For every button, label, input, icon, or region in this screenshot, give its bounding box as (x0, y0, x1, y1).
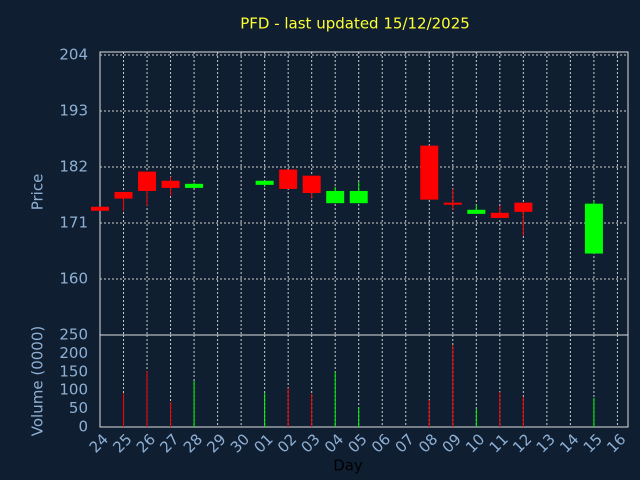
volume-axis-label: Volume (0000) (29, 326, 47, 436)
candle-body (420, 145, 439, 200)
volume-panel (99, 334, 629, 428)
candle-body (467, 209, 486, 214)
candle-body (349, 190, 368, 204)
candle-body (584, 203, 603, 254)
y-tick-label: 171 (59, 214, 88, 232)
candle-body (138, 171, 157, 191)
volume-tick-label: 50 (69, 399, 88, 417)
y-tick-label: 204 (59, 46, 88, 64)
candle-body (490, 212, 509, 218)
candle-body (185, 183, 204, 188)
chart-title: PFD - last updated 15/12/2025 (240, 15, 470, 33)
y-tick-label: 160 (59, 270, 88, 288)
volume-tick-label: 0 (78, 418, 88, 436)
x-axis-label: Day (333, 457, 363, 475)
candle-body (114, 191, 133, 199)
candle-body (302, 175, 321, 193)
volume-tick-label: 250 (59, 326, 88, 344)
volume-tick-label: 200 (59, 344, 88, 362)
candle-body (279, 169, 298, 189)
candle-body (326, 190, 345, 204)
volume-tick-label: 150 (59, 362, 88, 380)
candle-body (161, 180, 180, 188)
candle-body (255, 180, 274, 185)
candle-body (443, 202, 462, 205)
y-tick-label: 182 (59, 158, 88, 176)
candle-body (91, 206, 109, 211)
y-tick-label: 193 (59, 102, 88, 120)
volume-tick-label: 100 (59, 381, 88, 399)
y-axis-label: Price (29, 174, 47, 211)
candle-body (514, 202, 533, 212)
